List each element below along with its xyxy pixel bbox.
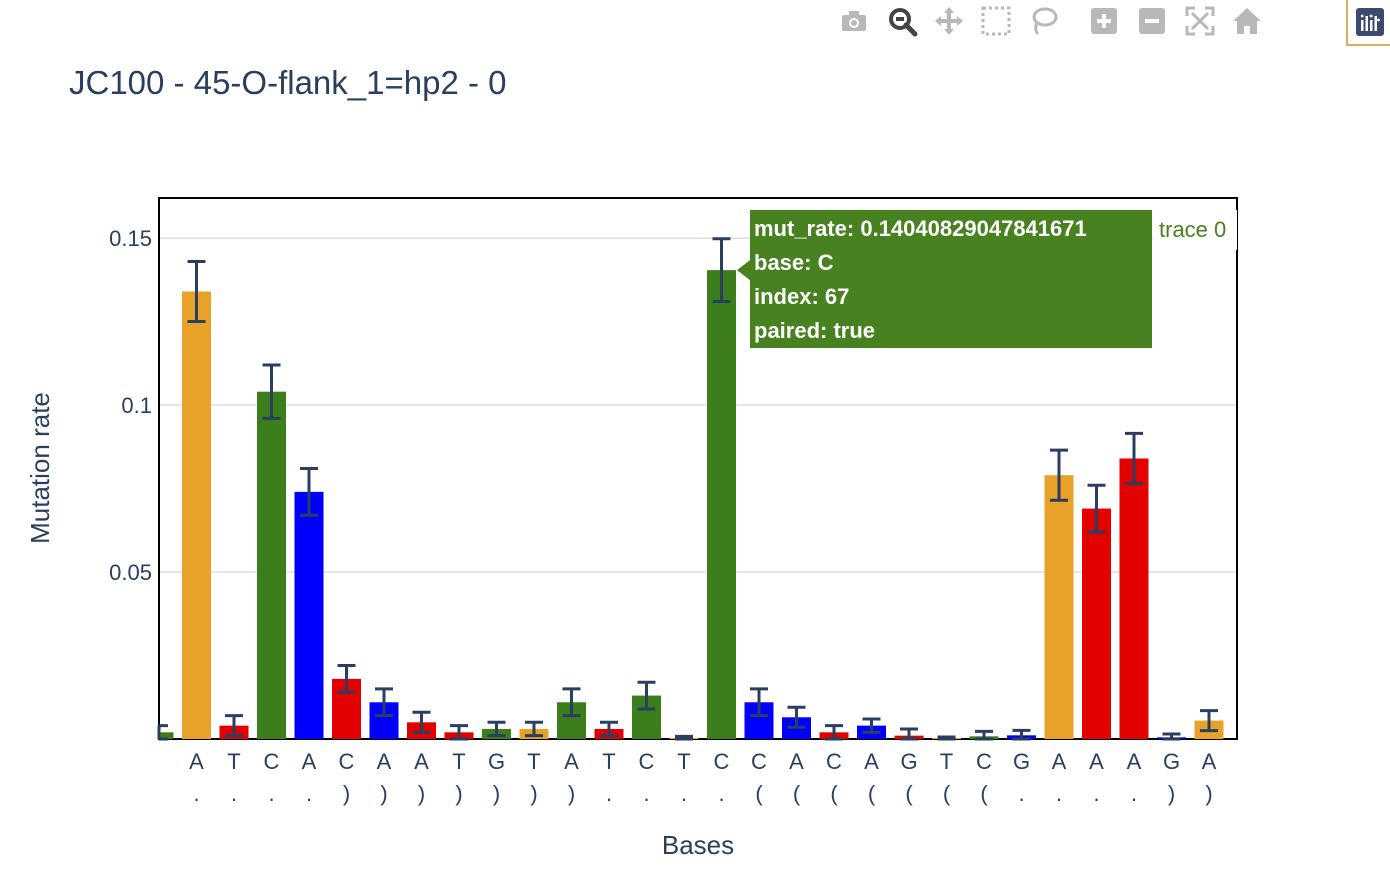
x-tick-structure-label: .	[306, 781, 312, 806]
x-tick-structure-label: )	[1168, 781, 1175, 806]
x-tick-label: T	[452, 749, 465, 774]
bar[interactable]	[1082, 508, 1111, 739]
x-tick-label: A	[1089, 749, 1104, 774]
tooltip-line: paired: true	[754, 318, 875, 343]
x-tick-structure-label: )	[530, 781, 537, 806]
x-tick-structure-label: .	[681, 781, 687, 806]
autoscale-icon[interactable]	[1183, 4, 1217, 38]
x-tick-structure-label: )	[1205, 781, 1212, 806]
x-tick-label: A	[1127, 749, 1142, 774]
bar[interactable]	[1119, 458, 1149, 739]
x-tick-structure-label: (	[755, 781, 763, 806]
bar[interactable]	[257, 391, 286, 739]
x-tick-structure-label: )	[455, 781, 462, 806]
x-tick-structure-label: (	[943, 781, 951, 806]
x-tick-structure-label: (	[905, 781, 913, 806]
x-tick-label: T	[677, 749, 690, 774]
x-tick-label: C	[976, 749, 992, 774]
x-tick-structure-label: .	[606, 781, 612, 806]
x-tick-structure-label: .	[1056, 781, 1062, 806]
y-axis-title: Mutation rate	[25, 392, 55, 544]
camera-icon[interactable]	[837, 4, 871, 38]
x-tick-label: A	[564, 749, 579, 774]
zoom-in-icon[interactable]	[1087, 4, 1121, 38]
x-tick-structure-label: (	[980, 781, 988, 806]
bar[interactable]	[707, 270, 736, 739]
bar[interactable]	[294, 491, 324, 739]
x-tick-label: G	[1163, 749, 1180, 774]
bar[interactable]	[1044, 475, 1074, 739]
x-tick-structure-label: )	[568, 781, 575, 806]
x-tick-label: A	[377, 749, 392, 774]
x-tick-label: A	[189, 749, 204, 774]
x-tick-label: G	[900, 749, 917, 774]
x-tick-label: A	[864, 749, 879, 774]
zoom-out-icon[interactable]	[1135, 4, 1169, 38]
plot-modebar	[842, 0, 1390, 46]
x-tick-structure-label: .	[1131, 781, 1137, 806]
tooltip-line: mut_rate: 0.14040829047841671	[754, 216, 1087, 241]
x-tick-structure-label: )	[418, 781, 425, 806]
x-tick-label: C	[826, 749, 842, 774]
x-tick-label: T	[527, 749, 540, 774]
tooltip-trace-name: trace 0	[1159, 217, 1226, 242]
x-tick-label: A	[414, 749, 429, 774]
x-tick-structure-label: )	[380, 781, 387, 806]
x-tick-label: T	[227, 749, 240, 774]
x-tick-structure-label: .	[643, 781, 649, 806]
x-tick-label: A	[1052, 749, 1067, 774]
reset-axes-icon[interactable]	[1230, 4, 1264, 38]
x-tick-structure-label: .	[1093, 781, 1099, 806]
x-tick-structure-label: .	[268, 781, 274, 806]
x-tick-label: A	[789, 749, 804, 774]
hover-tooltip	[750, 210, 1152, 348]
bar[interactable]	[159, 732, 174, 739]
x-tick-label: G	[488, 749, 505, 774]
zoom-icon[interactable]	[885, 4, 919, 38]
y-tick-label: 0.15	[109, 226, 152, 251]
tooltip-pointer	[737, 260, 750, 281]
x-tick-structure-label: (	[868, 781, 876, 806]
y-tick-label: 0.05	[109, 560, 152, 585]
x-axis-title: Bases	[662, 830, 734, 860]
pan-icon[interactable]	[932, 4, 966, 38]
x-tick-label: C	[264, 749, 280, 774]
x-tick-structure-label: .	[1018, 781, 1024, 806]
x-tick-label: T	[940, 749, 953, 774]
x-tick-label: T	[602, 749, 615, 774]
x-tick-label: C	[714, 749, 730, 774]
x-tick-structure-label: .	[193, 781, 199, 806]
x-tick-label: G	[1013, 749, 1030, 774]
tooltip-line: base: C	[754, 250, 834, 275]
x-tick-label: C	[751, 749, 767, 774]
x-tick-label: C	[339, 749, 355, 774]
y-tick-label: 0.1	[121, 393, 152, 418]
plotly-logo-icon[interactable]	[1346, 0, 1390, 46]
x-tick-structure-label: .	[231, 781, 237, 806]
x-tick-structure-label: .	[718, 781, 724, 806]
bar[interactable]	[182, 291, 211, 739]
chart-title: JC100 - 45-O-flank_1=hp2 - 0	[69, 64, 507, 101]
x-tick-label: A	[1202, 749, 1217, 774]
x-tick-structure-label: (	[793, 781, 801, 806]
tooltip-line: index: 67	[754, 284, 849, 309]
x-tick-label: A	[302, 749, 317, 774]
x-tick-structure-label: )	[343, 781, 350, 806]
x-tick-structure-label: )	[493, 781, 500, 806]
lasso-select-icon[interactable]	[1026, 4, 1060, 38]
box-select-icon[interactable]	[979, 4, 1013, 38]
x-tick-structure-label: (	[830, 781, 838, 806]
x-tick-label: C	[639, 749, 655, 774]
tooltip-trace-bg	[1153, 210, 1237, 250]
